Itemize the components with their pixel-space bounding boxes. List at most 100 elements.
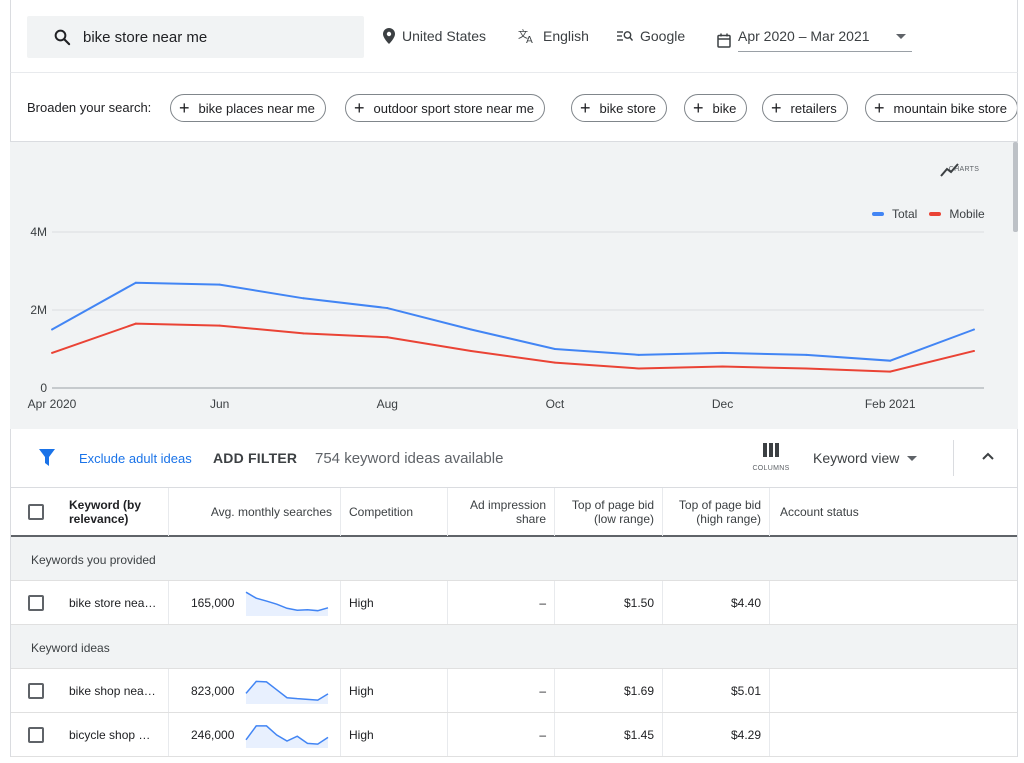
- table-header: Keyword (by relevance) Avg. monthly sear…: [11, 487, 1017, 537]
- data-point-mobile[interactable]: [51, 351, 53, 354]
- exclude-adult-ideas-link[interactable]: Exclude adult ideas: [79, 451, 192, 466]
- chip-label: retailers: [790, 100, 837, 116]
- chip-label: mountain bike store: [893, 100, 1007, 116]
- search-volume-chart: 4M 2M 0 Apr 2020 Jun Aug Oct Dec Feb 2021 CHARTS…: [10, 142, 1018, 429]
- date-range-selector[interactable]: Apr 2020 – Mar 2021: [717, 28, 912, 52]
- trend-sparkline: [245, 680, 329, 704]
- select-all-cell: [11, 488, 61, 536]
- data-point-total[interactable]: [973, 328, 975, 331]
- bid-low-cell: $1.50: [555, 581, 663, 624]
- add-filter-button[interactable]: ADD FILTER: [213, 450, 298, 466]
- broaden-chip[interactable]: + bike store: [571, 94, 667, 122]
- header-bid-low[interactable]: Top of page bid (low range): [555, 488, 663, 536]
- broaden-chip[interactable]: + outdoor sport store near me: [345, 94, 545, 122]
- series-line-total: [51, 281, 975, 362]
- filter-icon[interactable]: [39, 449, 55, 467]
- data-point-mobile[interactable]: [470, 349, 473, 352]
- svg-text:文: 文: [518, 28, 528, 41]
- data-point-mobile[interactable]: [721, 365, 724, 368]
- data-point-total[interactable]: [721, 351, 724, 354]
- keyword-text[interactable]: bike shop nea…: [69, 683, 156, 698]
- data-point-total[interactable]: [889, 359, 892, 362]
- location-selector[interactable]: United States: [383, 28, 486, 44]
- trend-sparkline: [245, 591, 329, 616]
- bid-high-value: $4.29: [730, 727, 761, 742]
- broaden-chip[interactable]: + retailers: [762, 94, 848, 122]
- data-point-mobile[interactable]: [805, 367, 808, 370]
- data-point-mobile[interactable]: [637, 367, 640, 370]
- data-point-mobile[interactable]: [302, 332, 305, 335]
- data-point-mobile[interactable]: [553, 361, 556, 364]
- chevron-down-icon: [907, 455, 918, 461]
- broaden-chip[interactable]: + bike: [684, 94, 748, 122]
- header-keyword[interactable]: Keyword (by relevance): [61, 488, 169, 536]
- header-impression-share[interactable]: Ad impression share: [448, 488, 555, 536]
- select-all-checkbox[interactable]: [28, 504, 44, 520]
- location-pin-icon: [383, 28, 395, 44]
- data-point-total[interactable]: [805, 353, 808, 356]
- bid-low-value: $1.69: [623, 683, 654, 698]
- chevron-down-icon: [895, 33, 906, 39]
- search-input[interactable]: bike store near me: [27, 16, 364, 58]
- broaden-chip[interactable]: + bike places near me: [170, 94, 326, 122]
- data-point-total[interactable]: [553, 348, 556, 350]
- row-checkbox[interactable]: [28, 682, 44, 699]
- network-selector[interactable]: Google: [617, 28, 685, 44]
- plus-icon: +: [693, 98, 704, 118]
- keyword-view-dropdown[interactable]: Keyword view: [813, 450, 918, 466]
- header-account-status[interactable]: Account status: [780, 505, 859, 519]
- chevron-up-icon[interactable]: [981, 451, 995, 461]
- columns-button[interactable]: COLUMNS: [747, 443, 795, 472]
- avg-searches-value: 165,000: [191, 596, 235, 610]
- data-point-total[interactable]: [134, 281, 137, 284]
- header-avg-searches[interactable]: Avg. monthly searches: [169, 488, 341, 536]
- data-point-total[interactable]: [470, 328, 473, 331]
- table-row: bike store nea… 165,000 High – $1.50 $4.40: [11, 581, 1017, 625]
- data-point-mobile[interactable]: [973, 349, 975, 352]
- header-competition[interactable]: Competition: [341, 488, 448, 536]
- data-point-mobile[interactable]: [889, 370, 892, 373]
- charts-button[interactable]: CHARTS: [940, 162, 988, 177]
- data-point-total[interactable]: [218, 283, 221, 286]
- svg-text:A: A: [526, 35, 533, 44]
- plus-icon: +: [179, 98, 190, 118]
- scrollbar-thumb[interactable]: [1013, 142, 1018, 232]
- data-point-mobile[interactable]: [386, 336, 389, 339]
- keyword-text[interactable]: bike store nea…: [69, 595, 157, 610]
- row-checkbox[interactable]: [28, 726, 44, 743]
- location-label: United States: [402, 28, 487, 44]
- data-point-total[interactable]: [51, 328, 53, 331]
- plus-icon: +: [354, 98, 365, 118]
- searches-cell: 165,000: [169, 581, 341, 624]
- impression-cell: –: [448, 581, 555, 624]
- group-label: Keywords you provided: [31, 553, 156, 567]
- chip-label: bike places near me: [198, 100, 315, 116]
- sparkline-area: [246, 725, 328, 748]
- keyword-filter-bar: Exclude adult ideas ADD FILTER 754 keywo…: [10, 429, 1018, 487]
- impression-value: –: [539, 727, 546, 742]
- calendar-icon: [717, 33, 731, 48]
- data-point-mobile[interactable]: [134, 322, 137, 325]
- columns-label: COLUMNS: [752, 465, 790, 472]
- sparkline-line: [245, 725, 329, 745]
- competition-cell: High: [341, 669, 448, 712]
- translate-icon: 文A: [518, 28, 533, 44]
- legend-swatch-total: [872, 212, 884, 216]
- data-point-total[interactable]: [386, 307, 389, 310]
- broaden-chip[interactable]: + mountain bike store: [865, 94, 1017, 122]
- keyword-cell: bicycle shop …: [61, 713, 169, 756]
- data-point-total[interactable]: [302, 297, 305, 300]
- y-tick-label: 0: [40, 381, 47, 395]
- impression-cell: –: [448, 713, 555, 756]
- data-point-mobile[interactable]: [218, 324, 221, 327]
- impression-cell: –: [448, 669, 555, 712]
- data-point-total[interactable]: [637, 353, 640, 356]
- bid-high-value: $4.40: [730, 595, 761, 610]
- header-bid-high[interactable]: Top of page bid (high range): [663, 488, 770, 536]
- y-tick-label: 2M: [30, 303, 47, 317]
- x-tick-label: Dec: [712, 397, 733, 411]
- sparkline-area: [246, 592, 328, 616]
- keyword-text[interactable]: bicycle shop …: [69, 727, 151, 742]
- row-checkbox[interactable]: [28, 594, 44, 611]
